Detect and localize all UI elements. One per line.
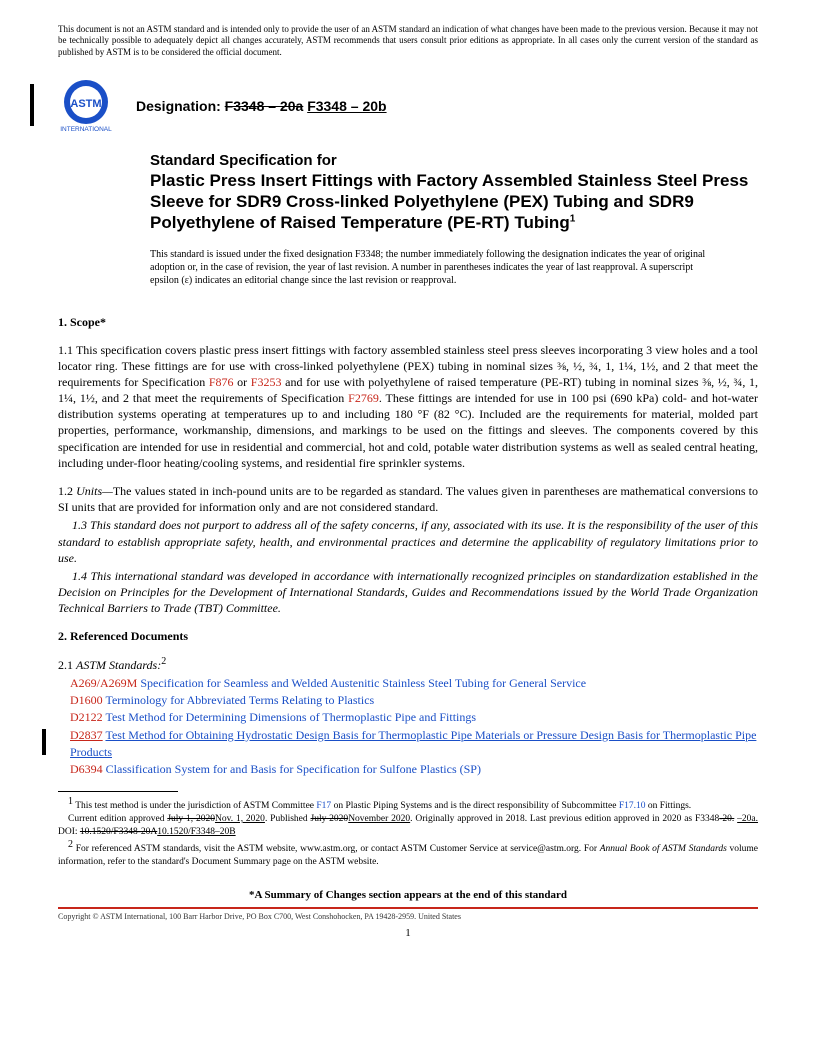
summary-of-changes-note: *A Summary of Changes section appears at…: [58, 889, 758, 901]
disclaimer-text: This document is not an ASTM standard an…: [58, 24, 758, 58]
header-row: ASTM INTERNATIONAL Designation: F3348 – …: [58, 78, 758, 134]
fn1-old3: -20.: [719, 814, 734, 824]
change-bar-ref: [42, 729, 46, 755]
ref-code[interactable]: D6394: [70, 762, 103, 776]
designation-label: Designation:: [136, 98, 221, 114]
title-main: Plastic Press Insert Fittings with Facto…: [150, 170, 758, 234]
ref-item: D2837 Test Method for Obtaining Hydrosta…: [70, 727, 758, 762]
ref-item: A269/A269M Specification for Seamless an…: [70, 675, 758, 692]
astm-logo: ASTM INTERNATIONAL: [58, 78, 122, 134]
s1-or: or: [234, 375, 251, 389]
ref-desc[interactable]: Classification System for and Basis for …: [106, 762, 481, 776]
reference-list: A269/A269M Specification for Seamless an…: [70, 675, 758, 779]
scope-heading: 1. Scope*: [58, 315, 758, 330]
ref-code[interactable]: A269/A269M: [70, 676, 137, 690]
fn1-old4: 10.1520/F3348-20A: [80, 827, 157, 837]
ref-item: D6394 Classification System for and Basi…: [70, 761, 758, 778]
page-content: This document is not an ASTM standard an…: [0, 0, 816, 939]
change-bar: [30, 84, 34, 126]
designation-line: Designation: F3348 – 20a F3348 – 20b: [136, 98, 387, 114]
link-f3253[interactable]: F3253: [251, 375, 282, 389]
ref-code[interactable]: D2122: [70, 710, 103, 724]
fn1-2d: DOI:: [58, 827, 80, 837]
s1-2-body: The values stated in inch-pound units ar…: [58, 484, 758, 514]
fn2-ital: Annual Book of ASTM Standards: [600, 845, 727, 855]
fn1-old2: July 2020: [311, 814, 349, 824]
footnote-rule: [58, 791, 178, 792]
ref-desc[interactable]: Specification for Seamless and Welded Au…: [140, 676, 586, 690]
scope-1-1: 1.1 This specification covers plastic pr…: [58, 342, 758, 472]
fn1-2b: . Published: [265, 814, 311, 824]
footnotes: 1 This test method is under the jurisdic…: [58, 795, 758, 869]
refdocs-heading: 2. Referenced Documents: [58, 629, 758, 644]
fn2a: For referenced ASTM standards, visit the…: [73, 845, 600, 855]
link-f2769[interactable]: F2769: [348, 391, 379, 405]
title-main-text: Plastic Press Insert Fittings with Facto…: [150, 171, 748, 233]
ref-code[interactable]: D1600: [70, 693, 103, 707]
fn1-old1: July 1, 2020: [167, 814, 215, 824]
copyright-bar: Copyright © ASTM International, 100 Barr…: [58, 907, 758, 921]
ref-item: D1600 Terminology for Abbreviated Terms …: [70, 692, 758, 709]
fn-link-f1710[interactable]: F17.10: [619, 801, 646, 811]
designation-old: F3348 – 20a: [225, 98, 304, 114]
fn1-new1: Nov. 1, 2020: [215, 814, 265, 824]
s2-1-sup: 2: [161, 656, 166, 667]
title-lead: Standard Specification for: [150, 152, 758, 169]
fn1-new2: November 2020: [348, 814, 410, 824]
footnote-1: 1 This test method is under the jurisdic…: [58, 795, 758, 813]
ref-desc[interactable]: Test Method for Obtaining Hydrostatic De…: [70, 728, 756, 759]
issued-note: This standard is issued under the fixed …: [150, 248, 718, 287]
fn1-new4: 10.1520/F3348–20B: [157, 827, 235, 837]
ref-code[interactable]: D2837: [70, 728, 103, 742]
fn1c: on Fittings.: [645, 801, 691, 811]
fn1-2a: Current edition approved: [68, 814, 167, 824]
fn1-new3: –20a.: [737, 814, 758, 824]
fn1b: on Plastic Piping Systems and is the dir…: [331, 801, 619, 811]
ref-desc[interactable]: Test Method for Determining Dimensions o…: [105, 710, 476, 724]
s2-1-lead: 2.1: [58, 658, 76, 672]
footnote-2: 2 For referenced ASTM standards, visit t…: [58, 838, 758, 869]
svg-text:INTERNATIONAL: INTERNATIONAL: [60, 126, 112, 133]
fn1a: This test method is under the jurisdicti…: [73, 801, 316, 811]
footnote-1-line2: Current edition approved July 1, 2020Nov…: [58, 813, 758, 839]
scope-1-4: 1.4 This international standard was deve…: [58, 568, 758, 617]
designation-new: F3348 – 20b: [307, 98, 386, 114]
fn-link-f17[interactable]: F17: [316, 801, 331, 811]
page-number: 1: [58, 927, 758, 939]
s1-2-lead: 1.2: [58, 484, 76, 498]
title-block: Standard Specification for Plastic Press…: [150, 152, 758, 234]
ref-desc[interactable]: Terminology for Abbreviated Terms Relati…: [105, 693, 374, 707]
title-sup: 1: [570, 214, 576, 225]
link-f876[interactable]: F876: [209, 375, 234, 389]
fn1-2c: . Originally approved in 2018. Last prev…: [410, 814, 719, 824]
scope-1-2: 1.2 Units—The values stated in inch-poun…: [58, 483, 758, 515]
scope-1-3: 1.3 This standard does not purport to ad…: [58, 517, 758, 566]
svg-text:ASTM: ASTM: [70, 98, 101, 110]
astm-standards-lead: 2.1 ASTM Standards:2: [58, 656, 758, 673]
s1-2-units: Units—: [76, 484, 113, 498]
ref-item: D2122 Test Method for Determining Dimens…: [70, 709, 758, 726]
s2-1-label: ASTM Standards:: [76, 658, 161, 672]
